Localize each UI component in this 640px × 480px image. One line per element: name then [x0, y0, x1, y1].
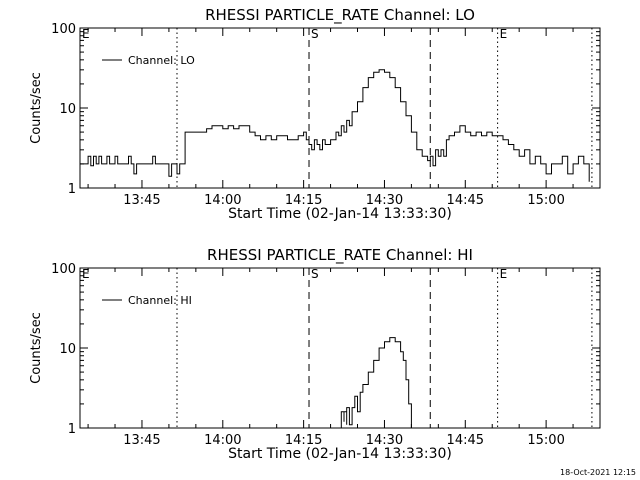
- event-marker-label: E: [500, 267, 508, 281]
- y-axis-label: Counts/sec: [29, 72, 44, 144]
- footer-timestamp: 18-Oct-2021 12:15: [560, 468, 636, 477]
- x-tick-label: 13:45: [123, 433, 160, 448]
- x-tick-label: 14:00: [204, 193, 241, 208]
- chart-title: RHESSI PARTICLE_RATE Channel: LO: [205, 6, 475, 25]
- y-tick-label: 10: [59, 342, 76, 357]
- event-marker-label: S: [311, 27, 319, 41]
- axes-frame: [79, 267, 601, 429]
- x-tick-label: 15:00: [527, 433, 564, 448]
- event-marker-label: E: [500, 27, 508, 41]
- event-marker-label: S: [311, 267, 319, 281]
- y-tick-label: 10: [59, 102, 76, 117]
- y-tick-label: 1: [68, 422, 76, 437]
- event-marker-label: E: [82, 27, 90, 41]
- x-tick-label: 14:30: [366, 433, 403, 448]
- legend-label: Channel: LO: [128, 54, 195, 67]
- x-tick-label: 14:30: [366, 193, 403, 208]
- y-axis-label: Counts/sec: [29, 312, 44, 384]
- x-tick-label: 14:45: [447, 433, 484, 448]
- series-line: [80, 69, 590, 182]
- y-tick-label: 1: [68, 182, 76, 197]
- chart-panel-lo: RHESSI PARTICLE_RATE Channel: LO 1 10 100 13…: [29, 6, 601, 222]
- x-axis-label: Start Time (02-Jan-14 13:33:30): [228, 446, 452, 462]
- series-line: [340, 337, 412, 428]
- x-axis-label: Start Time (02-Jan-14 13:33:30): [228, 206, 452, 222]
- chart-panel-hi: RHESSI PARTICLE_RATE Channel: HI 1 10 100 13…: [29, 246, 601, 462]
- x-tick-label: 14:15: [285, 193, 322, 208]
- legend-label: Channel: HI: [128, 294, 192, 307]
- x-tick-label: 15:00: [527, 193, 564, 208]
- x-tick-label: 14:00: [204, 433, 241, 448]
- x-tick-label: 14:15: [285, 433, 322, 448]
- x-tick-label: 13:45: [123, 193, 160, 208]
- chart-title: RHESSI PARTICLE_RATE Channel: HI: [207, 246, 473, 265]
- y-tick-label: 100: [51, 22, 76, 37]
- y-tick-label: 100: [51, 262, 76, 277]
- event-marker-label: E: [82, 267, 90, 281]
- x-tick-label: 14:45: [447, 193, 484, 208]
